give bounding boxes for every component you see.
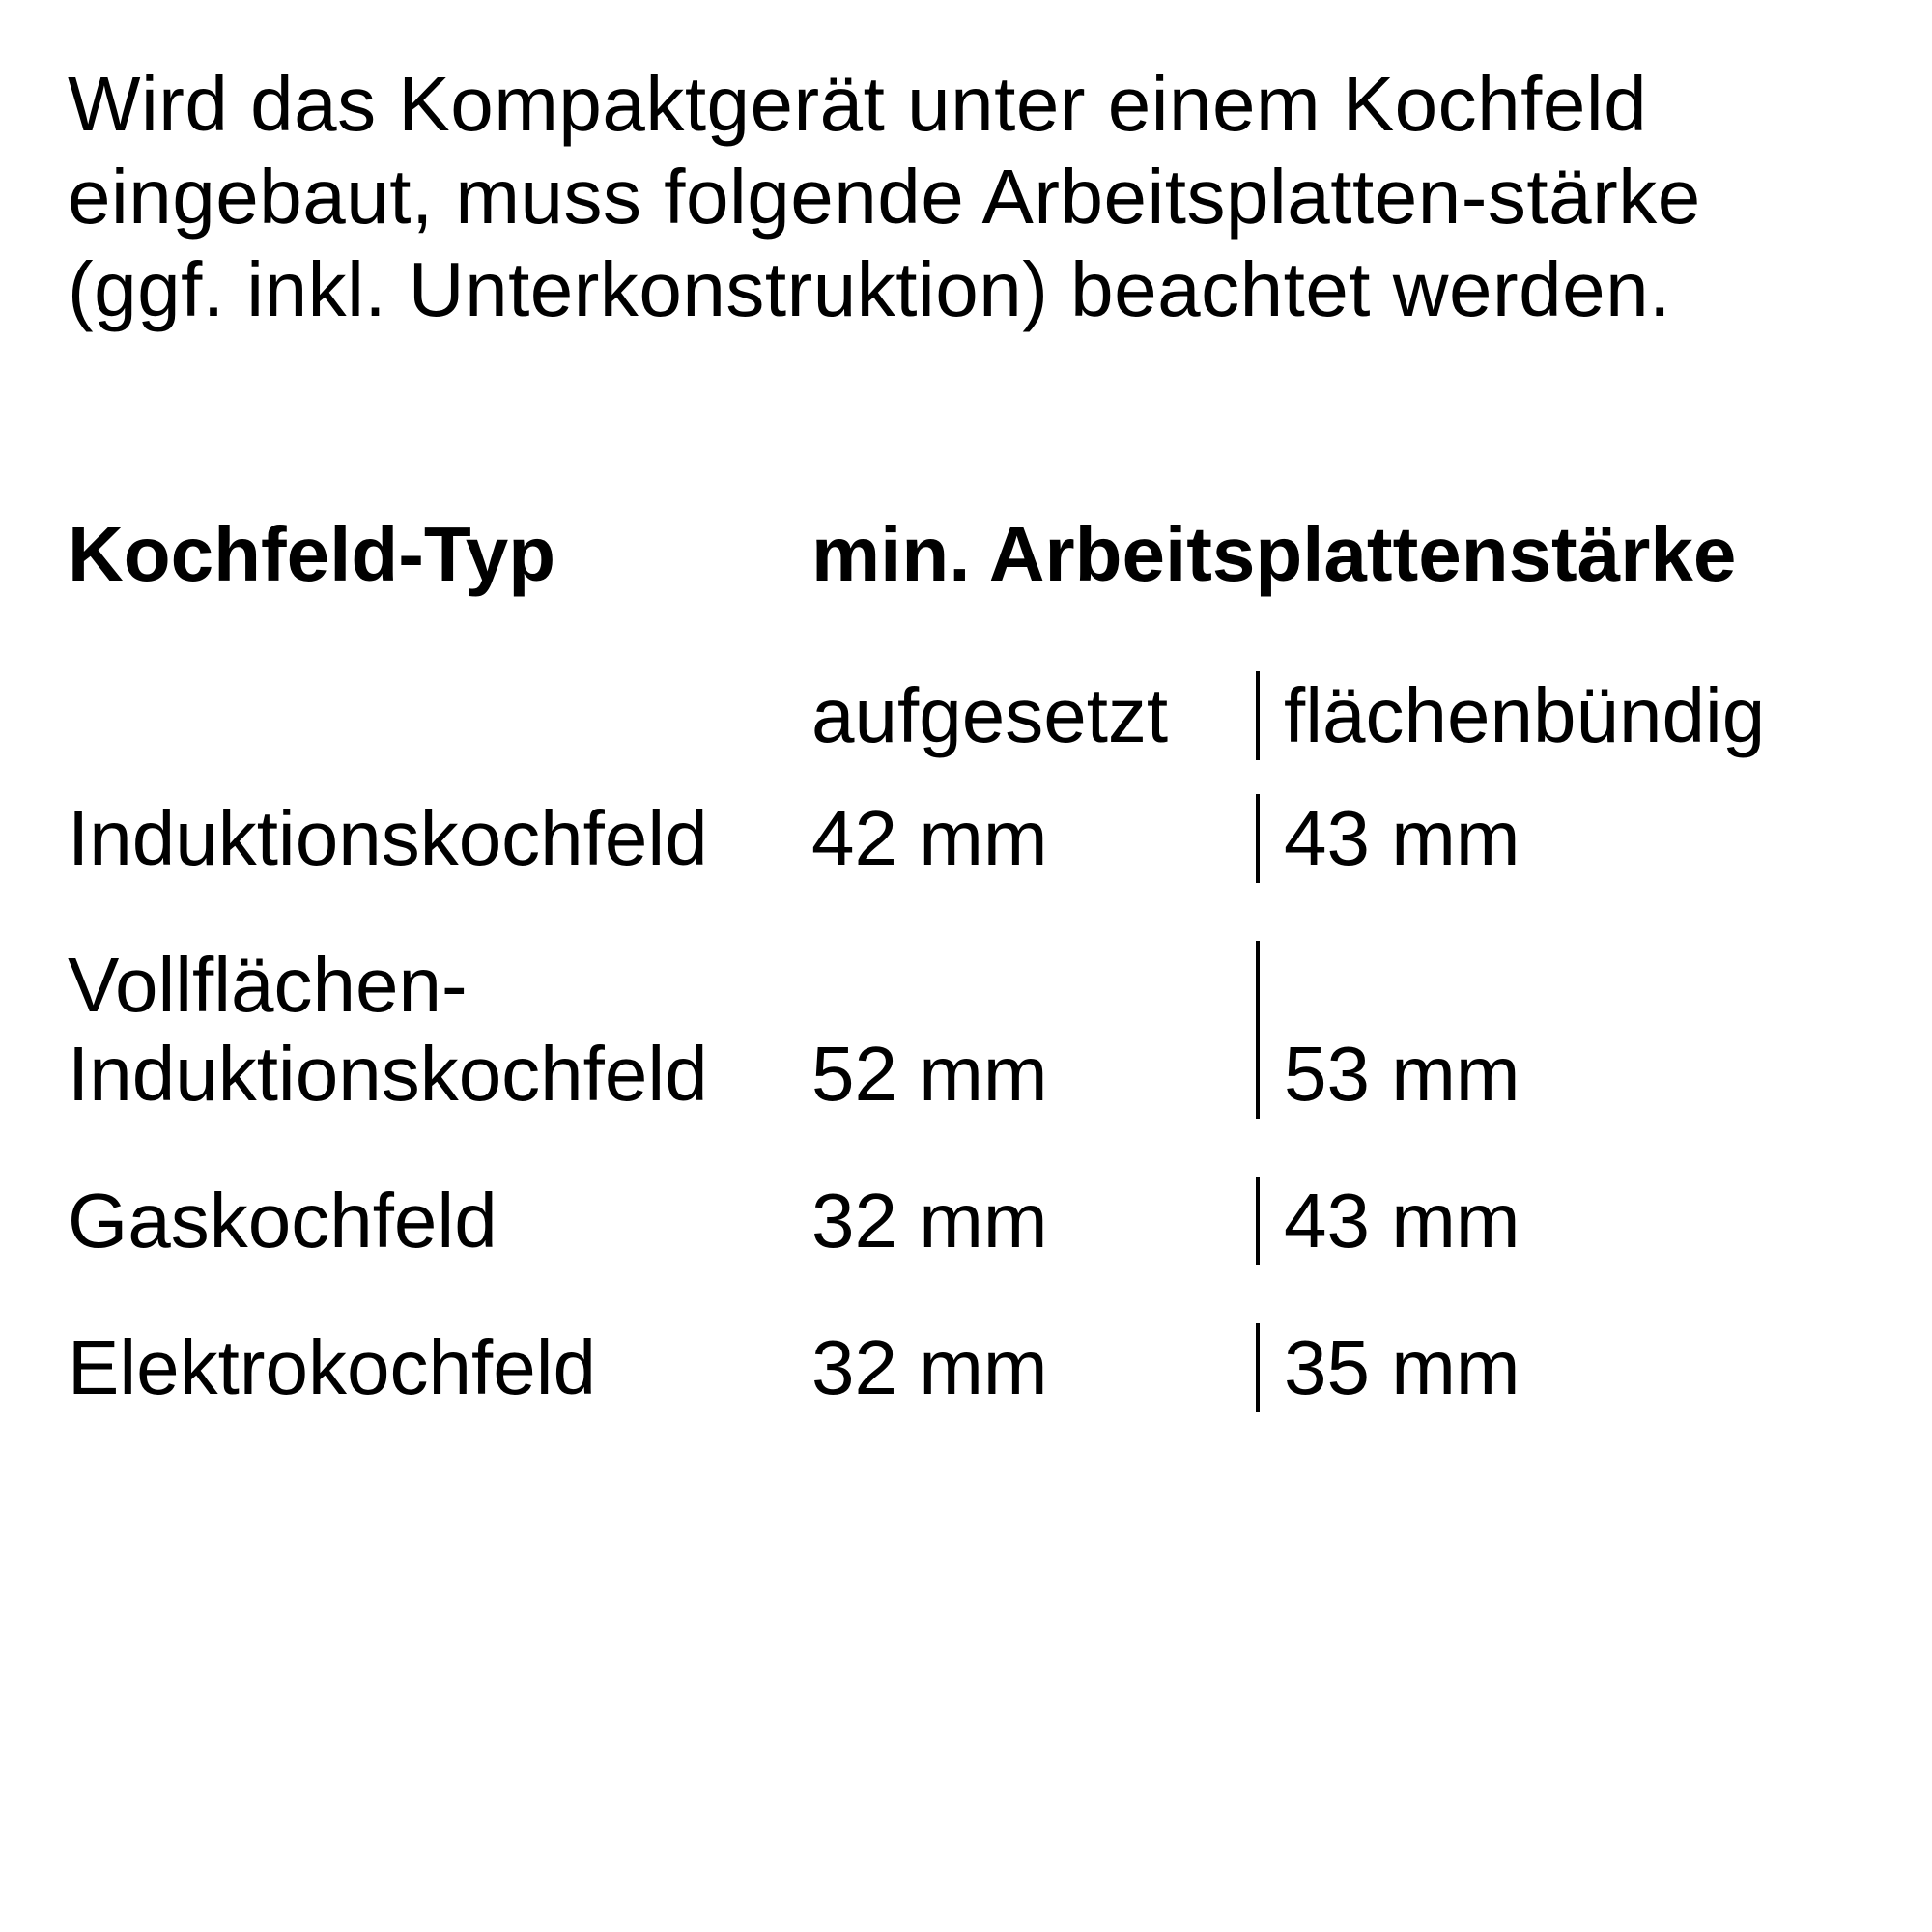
hob-type-label: Vollflächen-Induktionskochfeld — [68, 941, 811, 1119]
intro-text: Wird das Kompaktgerät unter einem Kochfe… — [68, 58, 1874, 336]
table-header-row: Kochfeld-Typ min. Arbeitsplattenstärke — [68, 510, 1874, 599]
table-subheader-row: aufgesetzt flächenbündig — [68, 671, 1874, 760]
table-row: Elektrokochfeld 32 mm 35 mm — [68, 1323, 1874, 1412]
worktop-table: Kochfeld-Typ min. Arbeitsplattenstärke a… — [68, 510, 1874, 1412]
aufgesetzt-value: 42 mm — [811, 794, 1256, 883]
header-hob-type: Kochfeld-Typ — [68, 510, 811, 599]
aufgesetzt-value: 32 mm — [811, 1177, 1256, 1265]
table-row: Gaskochfeld 32 mm 43 mm — [68, 1177, 1874, 1265]
aufgesetzt-value: 52 mm — [811, 1030, 1256, 1119]
subheader-flaechenbuendig: flächenbündig — [1256, 671, 1765, 760]
header-worktop-thickness: min. Arbeitsplattenstärke — [811, 510, 1736, 599]
table-row: Induktionskochfeld 42 mm 43 mm — [68, 794, 1874, 883]
hob-type-label: Gaskochfeld — [68, 1177, 811, 1265]
hob-type-label: Elektrokochfeld — [68, 1323, 811, 1412]
flaechenbuendig-value: 43 mm — [1256, 1177, 1520, 1265]
subheader-empty — [68, 671, 811, 760]
flaechenbuendig-value: 43 mm — [1256, 794, 1520, 883]
subheader-aufgesetzt: aufgesetzt — [811, 671, 1256, 760]
flaechenbuendig-value: 35 mm — [1256, 1323, 1520, 1412]
aufgesetzt-value: 32 mm — [811, 1323, 1256, 1412]
table-row: Vollflächen-Induktionskochfeld 52 mm 53 … — [68, 941, 1874, 1119]
hob-type-label: Induktionskochfeld — [68, 794, 811, 883]
flaechenbuendig-value: 53 mm — [1256, 941, 1520, 1119]
